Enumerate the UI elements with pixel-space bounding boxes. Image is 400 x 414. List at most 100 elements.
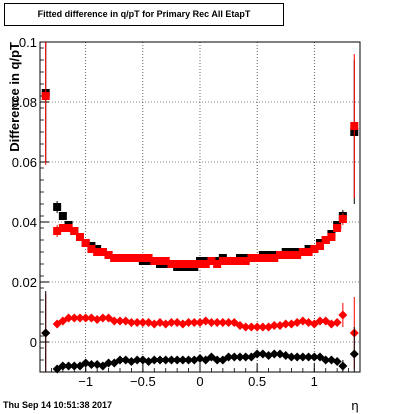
- data-point: [161, 355, 171, 365]
- data-point: [281, 251, 290, 259]
- y-tick-label: 0: [30, 335, 37, 350]
- data-point: [247, 254, 256, 262]
- data-point: [224, 352, 234, 362]
- data-point: [338, 310, 348, 320]
- data-point: [304, 352, 314, 362]
- x-axis-label: η: [351, 398, 358, 413]
- data-point: [264, 254, 273, 262]
- data-point: [321, 355, 331, 365]
- data-point: [98, 313, 108, 323]
- data-point: [281, 319, 291, 329]
- chart-title: Fitted difference in q/pT for Primary Re…: [37, 9, 251, 19]
- data-point: [332, 357, 342, 366]
- data-point: [196, 260, 204, 268]
- data-point: [338, 361, 348, 371]
- data-point: [241, 352, 251, 362]
- data-point: [321, 236, 330, 244]
- data-point: [104, 358, 114, 368]
- data-point: [304, 248, 313, 256]
- data-point: [178, 260, 187, 268]
- data-point: [144, 254, 153, 262]
- data-point: [81, 239, 90, 247]
- data-point: [116, 254, 124, 262]
- data-point: [350, 122, 359, 130]
- data-point: [241, 322, 251, 332]
- data-point: [109, 316, 119, 326]
- data-point: [229, 352, 239, 362]
- data-point: [315, 316, 325, 326]
- data-point: [184, 318, 194, 327]
- data-point: [292, 352, 302, 362]
- data-point: [298, 248, 307, 256]
- data-point: [230, 257, 239, 265]
- data-point: [218, 257, 227, 265]
- data-point: [132, 355, 142, 365]
- data-point: [41, 328, 51, 338]
- y-tick-label: 0.06: [12, 155, 37, 170]
- data-point: [64, 361, 74, 371]
- x-tick-label: 0.5: [248, 374, 266, 389]
- y-tick-label: 0.1: [19, 35, 37, 50]
- x-tick-label: −0.5: [130, 374, 156, 389]
- data-point: [149, 355, 159, 365]
- series-3-red-diamond: [41, 294, 359, 372]
- data-point: [269, 321, 279, 330]
- data-layer: [41, 42, 359, 374]
- data-point: [276, 251, 284, 259]
- y-tick-label: 0.04: [12, 215, 37, 230]
- x-tick-label: 1: [311, 374, 318, 389]
- data-point: [41, 92, 50, 100]
- data-point: [110, 254, 119, 262]
- data-point: [161, 257, 170, 265]
- data-point: [333, 224, 342, 232]
- data-point: [132, 318, 142, 327]
- data-point: [201, 260, 210, 268]
- data-point: [126, 318, 136, 327]
- data-point: [86, 360, 96, 369]
- chart-title-box: Fitted difference in q/pT for Primary Re…: [4, 3, 284, 26]
- data-point: [258, 254, 267, 262]
- data-point: [69, 361, 79, 371]
- data-point: [252, 322, 262, 332]
- data-point: [138, 254, 147, 262]
- data-point: [269, 349, 279, 359]
- data-point: [184, 355, 194, 365]
- data-point: [53, 227, 62, 235]
- data-point: [246, 322, 256, 332]
- data-point: [236, 257, 244, 265]
- data-point: [58, 361, 68, 371]
- data-point: [286, 352, 296, 362]
- data-point: [213, 260, 222, 268]
- data-point: [235, 352, 245, 362]
- data-point: [76, 233, 84, 241]
- data-point: [293, 251, 302, 259]
- data-point: [172, 355, 182, 365]
- series-4-black-diamond: [41, 291, 359, 374]
- data-point: [332, 318, 342, 327]
- data-point: [69, 313, 79, 323]
- data-point: [166, 355, 176, 365]
- data-point: [121, 254, 130, 262]
- data-point: [93, 248, 102, 256]
- data-point: [150, 257, 159, 265]
- data-point: [87, 245, 96, 253]
- datestamp: Thu Sep 14 10:51:38 2017: [3, 400, 113, 410]
- data-point: [156, 257, 164, 265]
- data-point: [178, 355, 188, 365]
- data-point: [184, 260, 193, 268]
- data-point: [189, 318, 199, 327]
- data-point: [58, 224, 67, 232]
- data-point: [166, 318, 176, 327]
- data-point: [53, 203, 62, 211]
- data-point: [104, 251, 113, 259]
- data-point: [115, 355, 125, 365]
- data-point: [133, 254, 142, 262]
- y-tick-label: 0.08: [12, 95, 37, 110]
- data-point: [252, 349, 262, 359]
- x-tick-label: 0: [196, 374, 203, 389]
- data-point: [338, 215, 347, 223]
- data-point: [98, 248, 107, 256]
- data-point: [298, 352, 308, 362]
- data-point: [212, 318, 222, 327]
